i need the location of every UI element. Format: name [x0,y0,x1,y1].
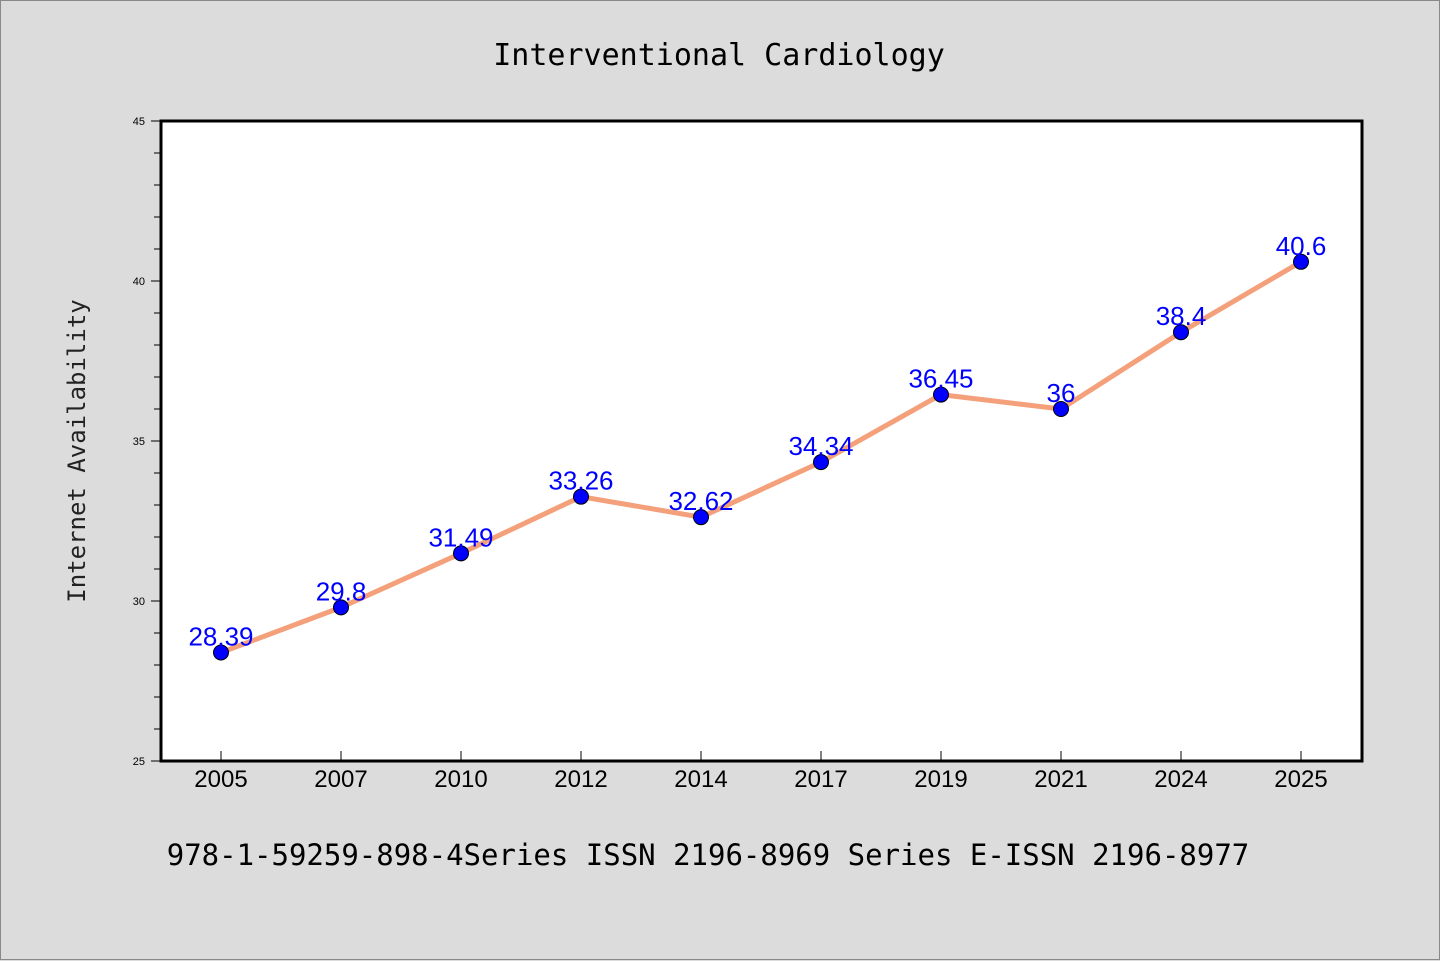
x-tick-label: 2012 [554,766,607,793]
data-label: 29.8 [316,576,367,606]
data-point [693,509,709,526]
data-label: 31.49 [428,522,493,552]
data-point [333,599,349,616]
data-label: 34.34 [788,431,853,461]
y-tick-label: 45 [133,116,145,128]
y-tick-label: 35 [133,436,145,448]
data-point [933,386,949,403]
x-tick-label: 2017 [794,766,847,793]
x-tick-label: 2024 [1154,766,1207,793]
data-label: 36 [1047,378,1076,408]
y-tick-label: 25 [133,756,145,768]
data-label: 28.39 [188,622,253,652]
x-tick-label: 2014 [674,766,727,793]
series-line [218,259,1304,656]
data-point [573,488,589,505]
data-point [453,545,469,562]
data-point [213,644,229,661]
data-point [813,454,829,471]
y-axis-ticks: 25 30 35 40 45 [133,116,161,768]
data-label: 33.26 [548,466,613,496]
y-axis-label: Internet Availability [63,299,91,602]
chart-title: Interventional Cardiology [493,38,945,73]
data-point [1173,324,1189,341]
plot-area [159,119,1364,763]
footer-isbn-issn: 978-1-59259-898-4Series ISSN 2196-8969 S… [167,838,1250,872]
x-tick-label: 2025 [1274,766,1327,793]
x-tick-label: 2007 [314,766,367,793]
data-point [1293,253,1309,270]
data-label: 38.4 [1156,301,1207,331]
x-axis-ticks: 2005 2007 2010 2012 2014 2017 2019 2021 2024 2025 [194,751,1328,793]
x-tick-label: 2005 [194,766,247,793]
series-layer: 28.39 29.8 31.49 33.26 32.62 34.34 36.45 36 38.4… [188,231,1327,661]
x-tick-label: 2021 [1034,766,1087,793]
data-label: 40.6 [1276,231,1327,261]
data-point [1053,401,1069,417]
data-label: 36.45 [908,364,973,394]
y-tick-label: 40 [133,276,145,288]
y-tick-label: 30 [133,596,145,608]
x-tick-label: 2019 [914,766,967,793]
x-tick-label: 2010 [434,766,487,793]
data-label: 32.62 [668,486,733,516]
